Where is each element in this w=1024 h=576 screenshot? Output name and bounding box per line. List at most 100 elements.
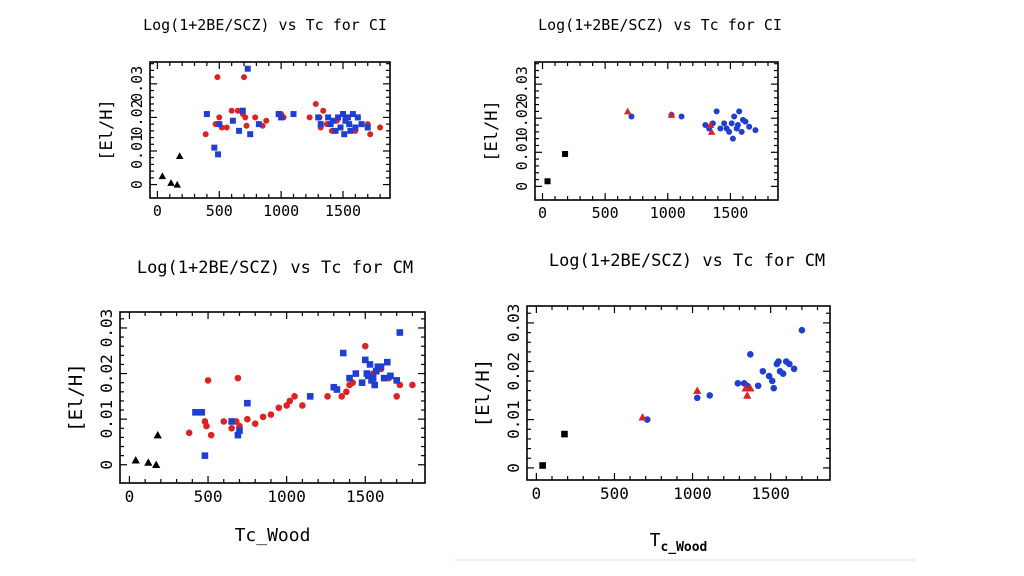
y-axis-label: [El/H] (482, 100, 502, 161)
data-point (759, 367, 767, 375)
data-point (228, 424, 235, 432)
x-tick-label: 0 (538, 204, 547, 222)
data-point (731, 113, 738, 120)
data-point (779, 370, 787, 377)
data-point (539, 462, 546, 469)
data-point (228, 107, 235, 114)
data-point (291, 393, 298, 400)
data-point (754, 382, 762, 390)
data-point (372, 367, 380, 375)
data-point (223, 124, 230, 131)
data-point (255, 121, 262, 128)
data-point (207, 431, 215, 439)
data-point (790, 365, 798, 373)
x-tick-label: 1500 (751, 484, 790, 503)
data-point (369, 374, 377, 382)
series-red-circles (185, 342, 416, 439)
data-point (153, 430, 162, 439)
series-blue-squares (192, 329, 404, 459)
data-point (299, 402, 306, 409)
data-point (201, 452, 209, 459)
x-tick-label: 1500 (325, 202, 361, 220)
data-point (236, 127, 243, 134)
data-point (173, 180, 181, 188)
y-tick-label: 0.01 (128, 133, 146, 169)
data-point (643, 416, 651, 423)
data-point (377, 363, 385, 371)
plot-frame (149, 61, 391, 199)
data-point (228, 418, 235, 425)
y-tick-label: 0.02 (504, 352, 523, 391)
chart-panel-3: Log(1+2BE/SCZ) vs Tc for CM 0 500 1000 1500 0… (65, 258, 426, 546)
data-point (770, 384, 778, 392)
data-point (229, 117, 236, 124)
data-point (347, 127, 354, 134)
data-point (747, 351, 754, 358)
data-point (325, 114, 332, 121)
series-red-triangles (638, 384, 755, 421)
data-point (204, 377, 212, 384)
series-black-squares (544, 151, 569, 185)
chart-panel-2: Log(1+2BE/SCZ) vs Tc for CI 0 500 1000 1500 0… (482, 16, 782, 222)
data-point (393, 377, 401, 384)
data-point (638, 413, 647, 421)
data-point (211, 144, 218, 151)
plot-frame (526, 305, 831, 481)
data-point (192, 409, 199, 416)
data-point (396, 329, 404, 336)
data-point (247, 131, 254, 138)
series-black-triangles (158, 152, 184, 188)
data-point (306, 393, 314, 400)
data-point (327, 121, 334, 128)
data-point (752, 127, 759, 134)
data-point (349, 111, 356, 118)
y-tick-label: 0.03 (97, 309, 116, 348)
data-point (286, 397, 294, 405)
data-point (738, 128, 745, 135)
data-point (364, 124, 371, 131)
data-point (367, 131, 374, 138)
data-point (366, 361, 374, 368)
data-point (338, 393, 345, 400)
data-point (337, 124, 344, 131)
y-tick-label: 0.02 (513, 100, 531, 136)
chart-title: Log(1+2BE/SCZ) vs Tc for CM (137, 258, 413, 278)
x-tick-label: 500 (206, 202, 233, 220)
x-tick-label: 500 (600, 484, 629, 503)
data-point (736, 108, 743, 115)
data-point (144, 458, 153, 466)
data-point (717, 125, 724, 132)
y-tick-label: 0.01 (97, 400, 116, 439)
data-point (234, 374, 242, 382)
data-point (380, 374, 388, 382)
series-blue-circles (643, 326, 806, 423)
data-point (344, 114, 351, 121)
chart-title: Log(1+2BE/SCZ) vs Tc for CI (143, 16, 387, 34)
data-point (667, 111, 676, 118)
data-point (342, 117, 349, 124)
plot-frame (534, 61, 779, 201)
data-point (354, 114, 361, 121)
y-axis-label: [El/H] (65, 363, 87, 432)
x-axis-label: Tc_Wood (650, 530, 708, 555)
data-point (220, 418, 228, 425)
y-tick-label: 0 (513, 182, 531, 191)
x-axis-label: Tc_Wood (235, 525, 311, 546)
data-point (371, 381, 378, 389)
data-point (158, 172, 167, 180)
data-point (393, 393, 401, 400)
data-point (544, 178, 551, 185)
data-point (707, 128, 716, 135)
data-point (358, 121, 365, 128)
data-point (317, 121, 324, 128)
chart-title: Log(1+2BE/SCZ) vs Tc for CM (549, 251, 825, 271)
data-point (216, 114, 223, 121)
x-tick-label: 1000 (650, 204, 686, 222)
x-tick-label: 500 (592, 204, 619, 222)
y-tick-label: 0 (128, 180, 146, 189)
data-point (409, 381, 416, 389)
data-point (746, 123, 753, 130)
data-point (290, 111, 297, 118)
data-point (175, 152, 184, 160)
